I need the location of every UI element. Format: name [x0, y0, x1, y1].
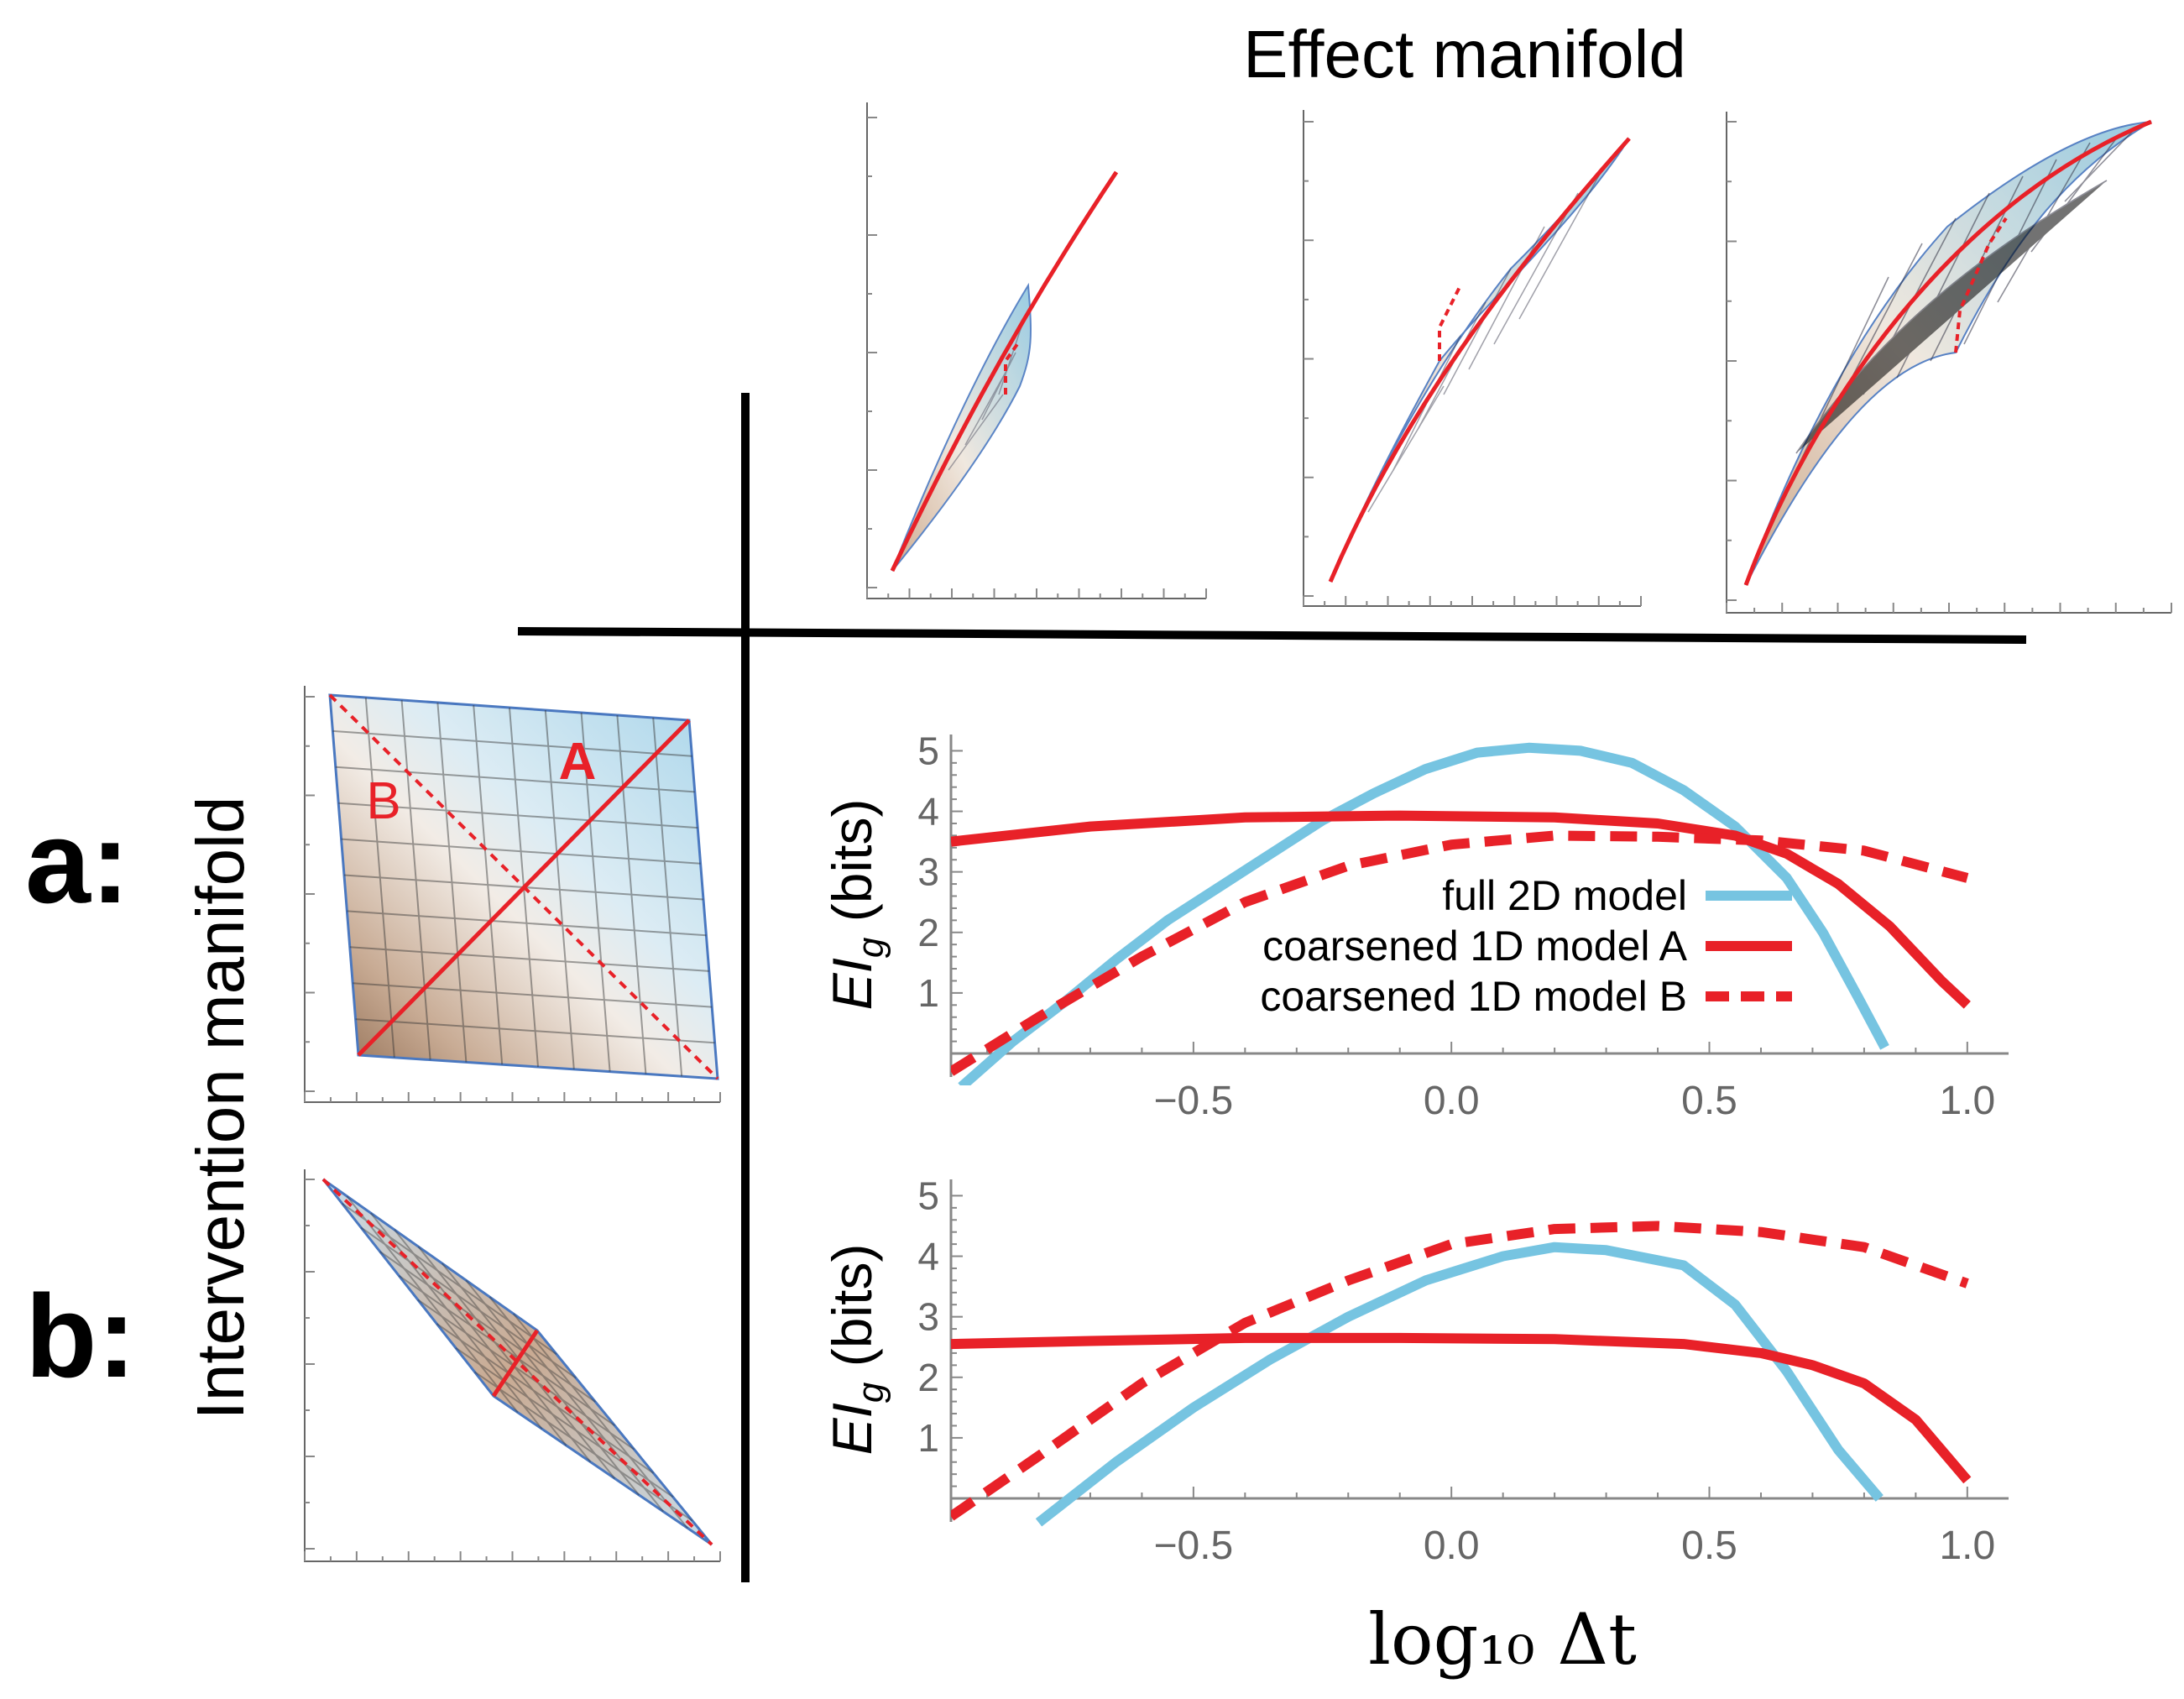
ei-chart-b: 1 2 3 4 5 −0.5 0.0 0.5 1.0 EIg (bits): [821, 1174, 2009, 1568]
intervention-panel-b: [304, 1169, 721, 1562]
x-axis-label: log₁₀ Δt: [1368, 1598, 1637, 1681]
y-tick-label: 3: [917, 1295, 939, 1339]
y-tick-label: 5: [917, 1174, 939, 1217]
horizontal-divider: [517, 627, 2027, 644]
series-line-full-2d-model: [1035, 1242, 1884, 1527]
y-axis-label: EIg (bits): [821, 1244, 891, 1456]
x-tick-label: 0.0: [1424, 1079, 1480, 1123]
x-tick-label: 0.5: [1681, 1079, 1737, 1123]
legend-label: full 2D model: [1442, 872, 1687, 919]
effect-panel-3: [1726, 112, 2172, 614]
intervention-panel-a: A B: [304, 686, 721, 1103]
effect-panel-1: [866, 102, 1207, 599]
intervention-manifold-title: Intervention manifold: [183, 797, 258, 1420]
ei-chart-a: 1 2 3 4 5 −0.5 0.0 0.5 1.0 EIg (bits) full 2D mode…: [821, 729, 2009, 1123]
effect-panel-2: [1303, 110, 1642, 607]
x-tick-label: −0.5: [1153, 1079, 1233, 1123]
series-line-coarsened-1d-model-a: [951, 1332, 1972, 1484]
legend-label: coarsened 1D model A: [1262, 923, 1688, 970]
x-tick-label: −0.5: [1153, 1524, 1233, 1568]
y-tick-label: 1: [917, 971, 939, 1015]
y-tick-label: 1: [917, 1416, 939, 1460]
y-tick-label: 4: [917, 790, 939, 834]
x-tick-label: 1.0: [1939, 1524, 1995, 1568]
x-tick-label: 0.0: [1424, 1524, 1480, 1568]
y-tick-label: 4: [917, 1235, 939, 1278]
x-tick-label: 1.0: [1939, 1079, 1995, 1123]
line-a-label: A: [559, 733, 597, 791]
y-tick-label: 2: [917, 911, 939, 954]
series-line-coarsened-1d-model-b: [951, 830, 1969, 1076]
line-b-label: B: [366, 772, 400, 830]
row-b-label: b:: [25, 1270, 136, 1402]
y-tick-label: 3: [917, 850, 939, 894]
y-tick-label: 5: [917, 729, 939, 772]
y-axis-label: EIg (bits): [821, 799, 891, 1011]
series-line-coarsened-1d-model-a: [951, 810, 1971, 1009]
row-a-label: a:: [25, 796, 129, 928]
series-line-full-2d-model: [958, 742, 1889, 1085]
series-line-coarsened-1d-model-b: [951, 1221, 1969, 1521]
x-tick-label: 0.5: [1681, 1524, 1737, 1568]
legend-label: coarsened 1D model B: [1260, 973, 1687, 1020]
y-tick-label: 2: [917, 1356, 939, 1399]
effect-manifold-title: Effect manifold: [1243, 17, 1686, 91]
